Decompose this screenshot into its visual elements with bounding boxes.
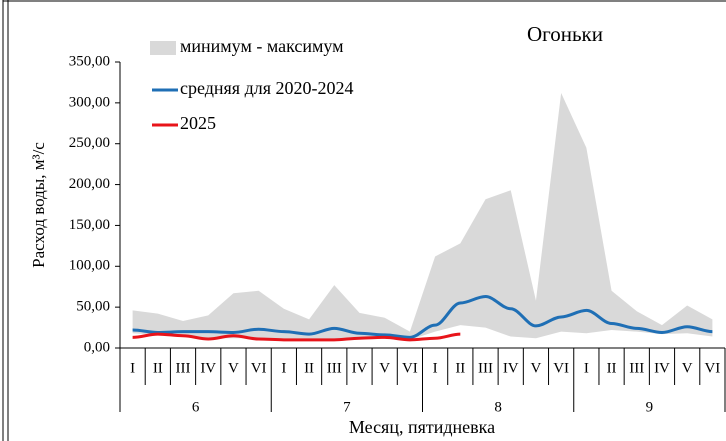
x-tick-label: IV	[200, 360, 216, 376]
y-tick-label: 250,00	[69, 135, 110, 151]
month-label: 6	[192, 399, 200, 415]
x-tick-label: IV	[503, 360, 519, 376]
month-label: 7	[343, 399, 351, 415]
x-tick-label: V	[379, 360, 390, 376]
x-tick-label: III	[176, 360, 191, 376]
x-tick-label: IV	[352, 360, 368, 376]
month-label: 8	[494, 399, 502, 415]
y-tick-label: 0,00	[84, 339, 110, 355]
x-tick-label: III	[629, 360, 644, 376]
y-tick-label: 100,00	[69, 258, 110, 274]
x-tick-label: III	[327, 360, 342, 376]
x-tick-label: V	[682, 360, 693, 376]
y-tick-label: 350,00	[69, 53, 110, 69]
legend-label: средняя для 2020-2024	[180, 78, 354, 98]
legend-swatch	[150, 41, 176, 55]
x-tick-label: II	[153, 360, 163, 376]
x-tick-label: IV	[654, 360, 670, 376]
month-label: 9	[646, 399, 654, 415]
y-tick-label: 300,00	[69, 94, 110, 110]
range-band	[132, 93, 713, 340]
x-tick-label: II	[607, 360, 617, 376]
x-axis-label: Месяц, пятидневка	[349, 417, 495, 437]
x-tick-label: I	[584, 360, 589, 376]
x-tick-label: VI	[251, 360, 267, 376]
y-tick-label: 50,00	[76, 299, 110, 315]
chart-title: Огоньки	[527, 22, 603, 46]
y-tick-label: 150,00	[69, 217, 110, 233]
x-tick-label: VI	[402, 360, 418, 376]
x-tick-label: II	[455, 360, 465, 376]
series-line	[132, 332, 461, 342]
x-tick-label: II	[304, 360, 314, 376]
x-tick-label: III	[478, 360, 493, 376]
x-tick-label: I	[281, 360, 286, 376]
x-tick-label: I	[130, 360, 135, 376]
x-tick-label: I	[433, 360, 438, 376]
x-tick-label: V	[228, 360, 239, 376]
series-line	[132, 295, 713, 339]
x-tick-label: VI	[553, 360, 569, 376]
y-axis-label: Расход воды, м³/с	[29, 142, 48, 268]
legend-label: минимум - максимум	[180, 36, 344, 56]
legend-label: 2025	[180, 113, 216, 133]
x-tick-label: V	[531, 360, 542, 376]
x-tick-label: VI	[704, 360, 720, 376]
y-tick-label: 200,00	[69, 176, 110, 192]
